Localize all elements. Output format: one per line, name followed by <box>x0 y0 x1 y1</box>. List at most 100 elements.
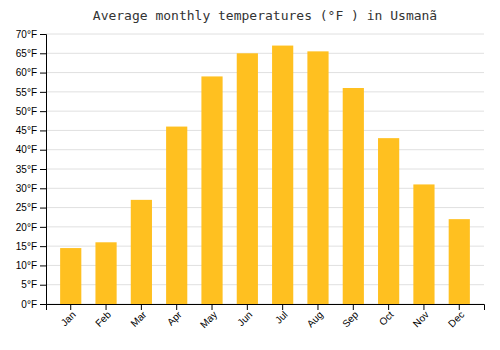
bar <box>237 53 258 304</box>
x-tick: Apr <box>165 304 184 328</box>
bar <box>307 51 328 304</box>
y-tick-mark <box>40 188 46 189</box>
y-tick-label: 20°F <box>16 222 37 233</box>
x-tick-label: Dec <box>446 309 466 329</box>
y-tick-mark <box>40 227 46 228</box>
y-tick: 25°F <box>16 202 46 213</box>
bar <box>449 219 470 304</box>
x-tick-mark <box>317 304 318 310</box>
x-tick-label: Apr <box>165 308 184 327</box>
chart-container: Average monthly temperatures (°F ) in Us… <box>0 0 500 350</box>
x-tick: Jun <box>235 304 254 328</box>
y-tick-label: 40°F <box>16 144 37 155</box>
y-axis: 0°F 5°F 10°F 15°F 20°F 25°F 30°F 35°F 40°F 45°F 50… <box>16 29 47 310</box>
y-tick: 35°F <box>16 164 46 175</box>
y-tick: 50°F <box>16 106 46 117</box>
x-tick-label: Jan <box>59 309 78 328</box>
x-tick: Jan <box>59 304 78 328</box>
x-tick: Aug <box>305 304 325 329</box>
y-tick-label: 25°F <box>16 202 37 213</box>
y-tick-mark <box>40 111 46 112</box>
bar <box>201 76 222 304</box>
y-tick: 5°F <box>21 279 46 290</box>
x-axis: Jan Feb Mar Apr May Jun Jul Aug Sep Oct Nov Dec <box>47 304 485 330</box>
y-tick: 0°F <box>21 299 46 310</box>
y-tick-label: 65°F <box>16 48 37 59</box>
x-tick-label: Jun <box>235 309 254 328</box>
grid-line <box>46 130 484 131</box>
x-tick-mark <box>212 304 213 310</box>
x-tick-mark <box>353 304 354 310</box>
x-tick: Mar <box>128 304 148 329</box>
y-tick-label: 60°F <box>16 67 37 78</box>
bar <box>378 138 399 304</box>
y-tick-mark <box>40 53 46 54</box>
y-tick-label: 0°F <box>21 299 37 310</box>
grid-line <box>46 169 484 170</box>
x-tick-mark <box>176 304 177 310</box>
bar <box>131 200 152 304</box>
grid-line <box>46 72 484 73</box>
y-tick: 10°F <box>16 260 46 271</box>
y-tick-label: 50°F <box>16 106 37 117</box>
y-tick-mark <box>40 150 46 151</box>
y-tick: 70°F <box>16 29 46 40</box>
y-tick-mark <box>40 246 46 247</box>
y-tick-mark <box>40 34 46 35</box>
x-tick-mark <box>106 304 107 310</box>
title: Average monthly temperatures (°F ) in Us… <box>93 8 437 23</box>
x-tick-label: Jul <box>273 309 290 326</box>
y-tick: 45°F <box>16 125 46 136</box>
x-tick-mark <box>282 304 283 310</box>
x-tick-mark <box>141 304 142 310</box>
x-tick-label: Mar <box>128 308 148 328</box>
y-tick-mark <box>40 169 46 170</box>
x-tick-label: May <box>198 309 219 330</box>
x-tick: May <box>198 304 219 330</box>
x-tick-label: Aug <box>305 309 325 329</box>
x-tick-mark <box>70 304 71 310</box>
grid-line <box>46 34 484 35</box>
bar <box>60 248 81 304</box>
x-tick: Feb <box>93 304 113 329</box>
y-tick: 55°F <box>16 87 46 98</box>
plot: 0°F 5°F 10°F 15°F 20°F 25°F 30°F 35°F 40°F 45°F 50… <box>16 29 485 330</box>
x-tick-label: Sep <box>340 309 361 330</box>
x-tick: Nov <box>411 304 431 329</box>
x-tick: Oct <box>377 304 396 328</box>
y-tick-label: 45°F <box>16 125 37 136</box>
y-tick: 20°F <box>16 222 46 233</box>
x-tick: Sep <box>340 304 361 329</box>
x-tick: Dec <box>446 304 466 329</box>
y-tick-label: 5°F <box>21 279 37 290</box>
chart: Average monthly temperatures (°F ) in Us… <box>0 0 500 350</box>
y-tick: 40°F <box>16 144 46 155</box>
y-axis-line <box>40 35 47 305</box>
x-tick-mark <box>423 304 424 310</box>
x-tick-mark <box>388 304 389 310</box>
y-tick-mark <box>40 73 46 74</box>
y-tick-mark <box>40 92 46 93</box>
grid-line <box>46 53 484 54</box>
y-tick-mark <box>40 304 46 305</box>
y-tick: 65°F <box>16 48 46 59</box>
y-tick-label: 15°F <box>16 241 37 252</box>
y-tick-label: 10°F <box>16 260 37 271</box>
bar <box>343 88 364 304</box>
bar <box>166 127 187 304</box>
y-tick: 30°F <box>16 183 46 194</box>
y-tick-mark <box>40 265 46 266</box>
y-tick-mark <box>40 130 46 131</box>
bar <box>95 242 116 304</box>
y-tick-label: 55°F <box>16 87 37 98</box>
y-tick-mark <box>40 208 46 209</box>
grid-line <box>46 149 484 150</box>
grid-line <box>46 111 484 112</box>
bar <box>413 184 434 304</box>
bars <box>60 46 470 304</box>
y-tick-label: 70°F <box>16 29 37 40</box>
x-axis-line <box>47 305 485 311</box>
x-tick-label: Oct <box>377 309 396 328</box>
y-tick-label: 30°F <box>16 183 37 194</box>
y-tick: 60°F <box>16 67 46 78</box>
